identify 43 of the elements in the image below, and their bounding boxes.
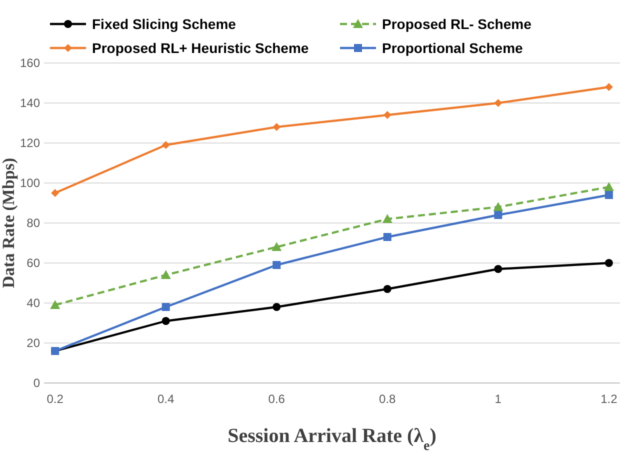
point	[272, 123, 281, 131]
point	[383, 233, 392, 241]
point	[50, 300, 60, 309]
point	[493, 202, 504, 211]
point	[162, 141, 170, 149]
legend-label: Proposed RL- Scheme	[382, 16, 532, 32]
point	[51, 189, 60, 197]
point	[382, 214, 392, 223]
y-tick-label: 140	[20, 96, 40, 110]
point	[494, 211, 502, 219]
point	[162, 317, 170, 325]
point	[604, 83, 613, 91]
legend-label: Proportional Scheme	[382, 40, 524, 56]
x-axis-title: Session Arrival Rate (λ$_{e}$)	[228, 425, 436, 451]
x-tick-label: 1	[494, 392, 502, 406]
point	[604, 191, 613, 199]
legend-label: Fixed Slicing Scheme	[92, 16, 236, 32]
point	[272, 242, 282, 251]
point	[604, 182, 614, 191]
point	[494, 99, 502, 107]
point	[383, 111, 392, 119]
point	[272, 303, 281, 311]
point	[162, 303, 170, 311]
y-tick-label: 120	[20, 136, 40, 150]
x-tick-label: 0.4	[158, 392, 175, 406]
x-tick-label: 0.8	[379, 392, 396, 406]
y-tick-label: 40	[26, 296, 40, 310]
y-tick-label: 0	[33, 376, 40, 390]
y-axis-title: Data Rate (Mbps)	[0, 158, 18, 288]
point	[272, 261, 281, 269]
point	[160, 270, 171, 279]
y-tick-label: 80	[26, 216, 40, 230]
point	[494, 265, 502, 273]
legend-label: Proposed RL+ Heuristic Scheme	[92, 40, 309, 56]
x-tick-label: 1.2	[600, 392, 618, 406]
point	[383, 285, 392, 293]
y-tick-label: 160	[20, 56, 40, 70]
x-tick-label: 0.6	[268, 392, 286, 406]
x-tick-label: 0.2	[46, 392, 64, 406]
y-tick-label: 60	[26, 256, 40, 270]
y-tick-label: 20	[26, 336, 40, 350]
y-tick-label: 100	[20, 176, 40, 190]
point	[604, 259, 613, 267]
